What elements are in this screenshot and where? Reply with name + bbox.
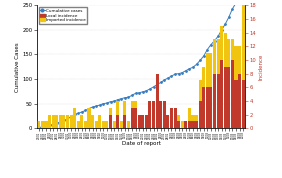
Bar bbox=[177, 114, 180, 121]
Bar bbox=[116, 101, 119, 114]
Bar bbox=[199, 101, 202, 128]
Bar bbox=[138, 114, 141, 128]
Bar bbox=[98, 114, 101, 128]
Bar bbox=[145, 114, 148, 128]
Bar bbox=[217, 40, 220, 74]
Bar bbox=[235, 46, 237, 80]
Bar bbox=[70, 114, 72, 128]
Bar bbox=[48, 114, 51, 128]
Bar bbox=[210, 87, 212, 128]
Bar bbox=[173, 108, 177, 128]
Bar bbox=[77, 121, 80, 128]
Bar bbox=[134, 108, 137, 128]
Bar bbox=[134, 101, 137, 108]
Bar bbox=[206, 53, 209, 87]
Bar bbox=[152, 101, 155, 128]
Bar bbox=[73, 108, 76, 128]
Bar bbox=[210, 53, 212, 87]
Bar bbox=[220, 26, 223, 60]
Bar bbox=[242, 80, 245, 128]
Bar bbox=[113, 121, 116, 128]
Bar bbox=[45, 121, 47, 128]
Bar bbox=[109, 114, 112, 128]
Bar bbox=[109, 108, 112, 114]
Bar bbox=[123, 101, 126, 114]
X-axis label: Date of report: Date of report bbox=[122, 141, 160, 146]
Bar bbox=[120, 121, 123, 128]
Bar bbox=[105, 121, 109, 128]
Bar bbox=[166, 114, 169, 128]
Bar bbox=[231, 60, 234, 128]
Bar bbox=[238, 46, 241, 74]
Bar bbox=[91, 114, 94, 128]
Bar bbox=[206, 87, 209, 128]
Y-axis label: Cumulative Cases: Cumulative Cases bbox=[15, 42, 20, 91]
Bar bbox=[242, 5, 245, 80]
Bar bbox=[202, 67, 205, 87]
Bar bbox=[224, 67, 227, 128]
Bar bbox=[148, 101, 151, 128]
Bar bbox=[131, 101, 134, 108]
Bar bbox=[52, 114, 55, 128]
Bar bbox=[55, 114, 58, 128]
Bar bbox=[188, 121, 191, 128]
Bar bbox=[227, 40, 230, 67]
Bar bbox=[102, 121, 105, 128]
Bar bbox=[199, 80, 202, 101]
Bar bbox=[177, 121, 180, 128]
Bar bbox=[37, 121, 40, 128]
Bar bbox=[123, 114, 126, 128]
Bar bbox=[181, 121, 184, 128]
Bar bbox=[163, 101, 166, 128]
Bar bbox=[170, 108, 173, 128]
Bar bbox=[217, 74, 220, 128]
Bar bbox=[238, 74, 241, 128]
Legend: Cumulative cases, Local incidence, Imported incidence: Cumulative cases, Local incidence, Impor… bbox=[39, 7, 87, 24]
Bar bbox=[213, 40, 216, 74]
Bar bbox=[213, 74, 216, 128]
Bar bbox=[202, 87, 205, 128]
Y-axis label: Incidence: Incidence bbox=[258, 54, 263, 80]
Bar bbox=[231, 40, 234, 60]
Bar bbox=[66, 114, 69, 128]
Bar bbox=[227, 67, 230, 128]
Bar bbox=[224, 33, 227, 67]
Bar bbox=[95, 121, 98, 128]
Bar bbox=[141, 114, 144, 128]
Bar bbox=[188, 108, 191, 121]
Bar bbox=[84, 121, 87, 128]
Bar bbox=[87, 108, 91, 128]
Bar bbox=[156, 74, 159, 128]
Bar bbox=[195, 114, 198, 121]
Bar bbox=[127, 121, 130, 128]
Bar bbox=[41, 121, 44, 128]
Bar bbox=[116, 114, 119, 128]
Bar bbox=[191, 114, 195, 121]
Bar bbox=[235, 80, 237, 128]
Bar bbox=[62, 114, 65, 128]
Bar bbox=[191, 121, 195, 128]
Bar bbox=[159, 101, 162, 128]
Bar bbox=[184, 121, 187, 128]
Bar bbox=[220, 60, 223, 128]
Bar bbox=[195, 121, 198, 128]
Bar bbox=[131, 108, 134, 128]
Bar bbox=[59, 114, 62, 128]
Bar bbox=[80, 114, 83, 128]
